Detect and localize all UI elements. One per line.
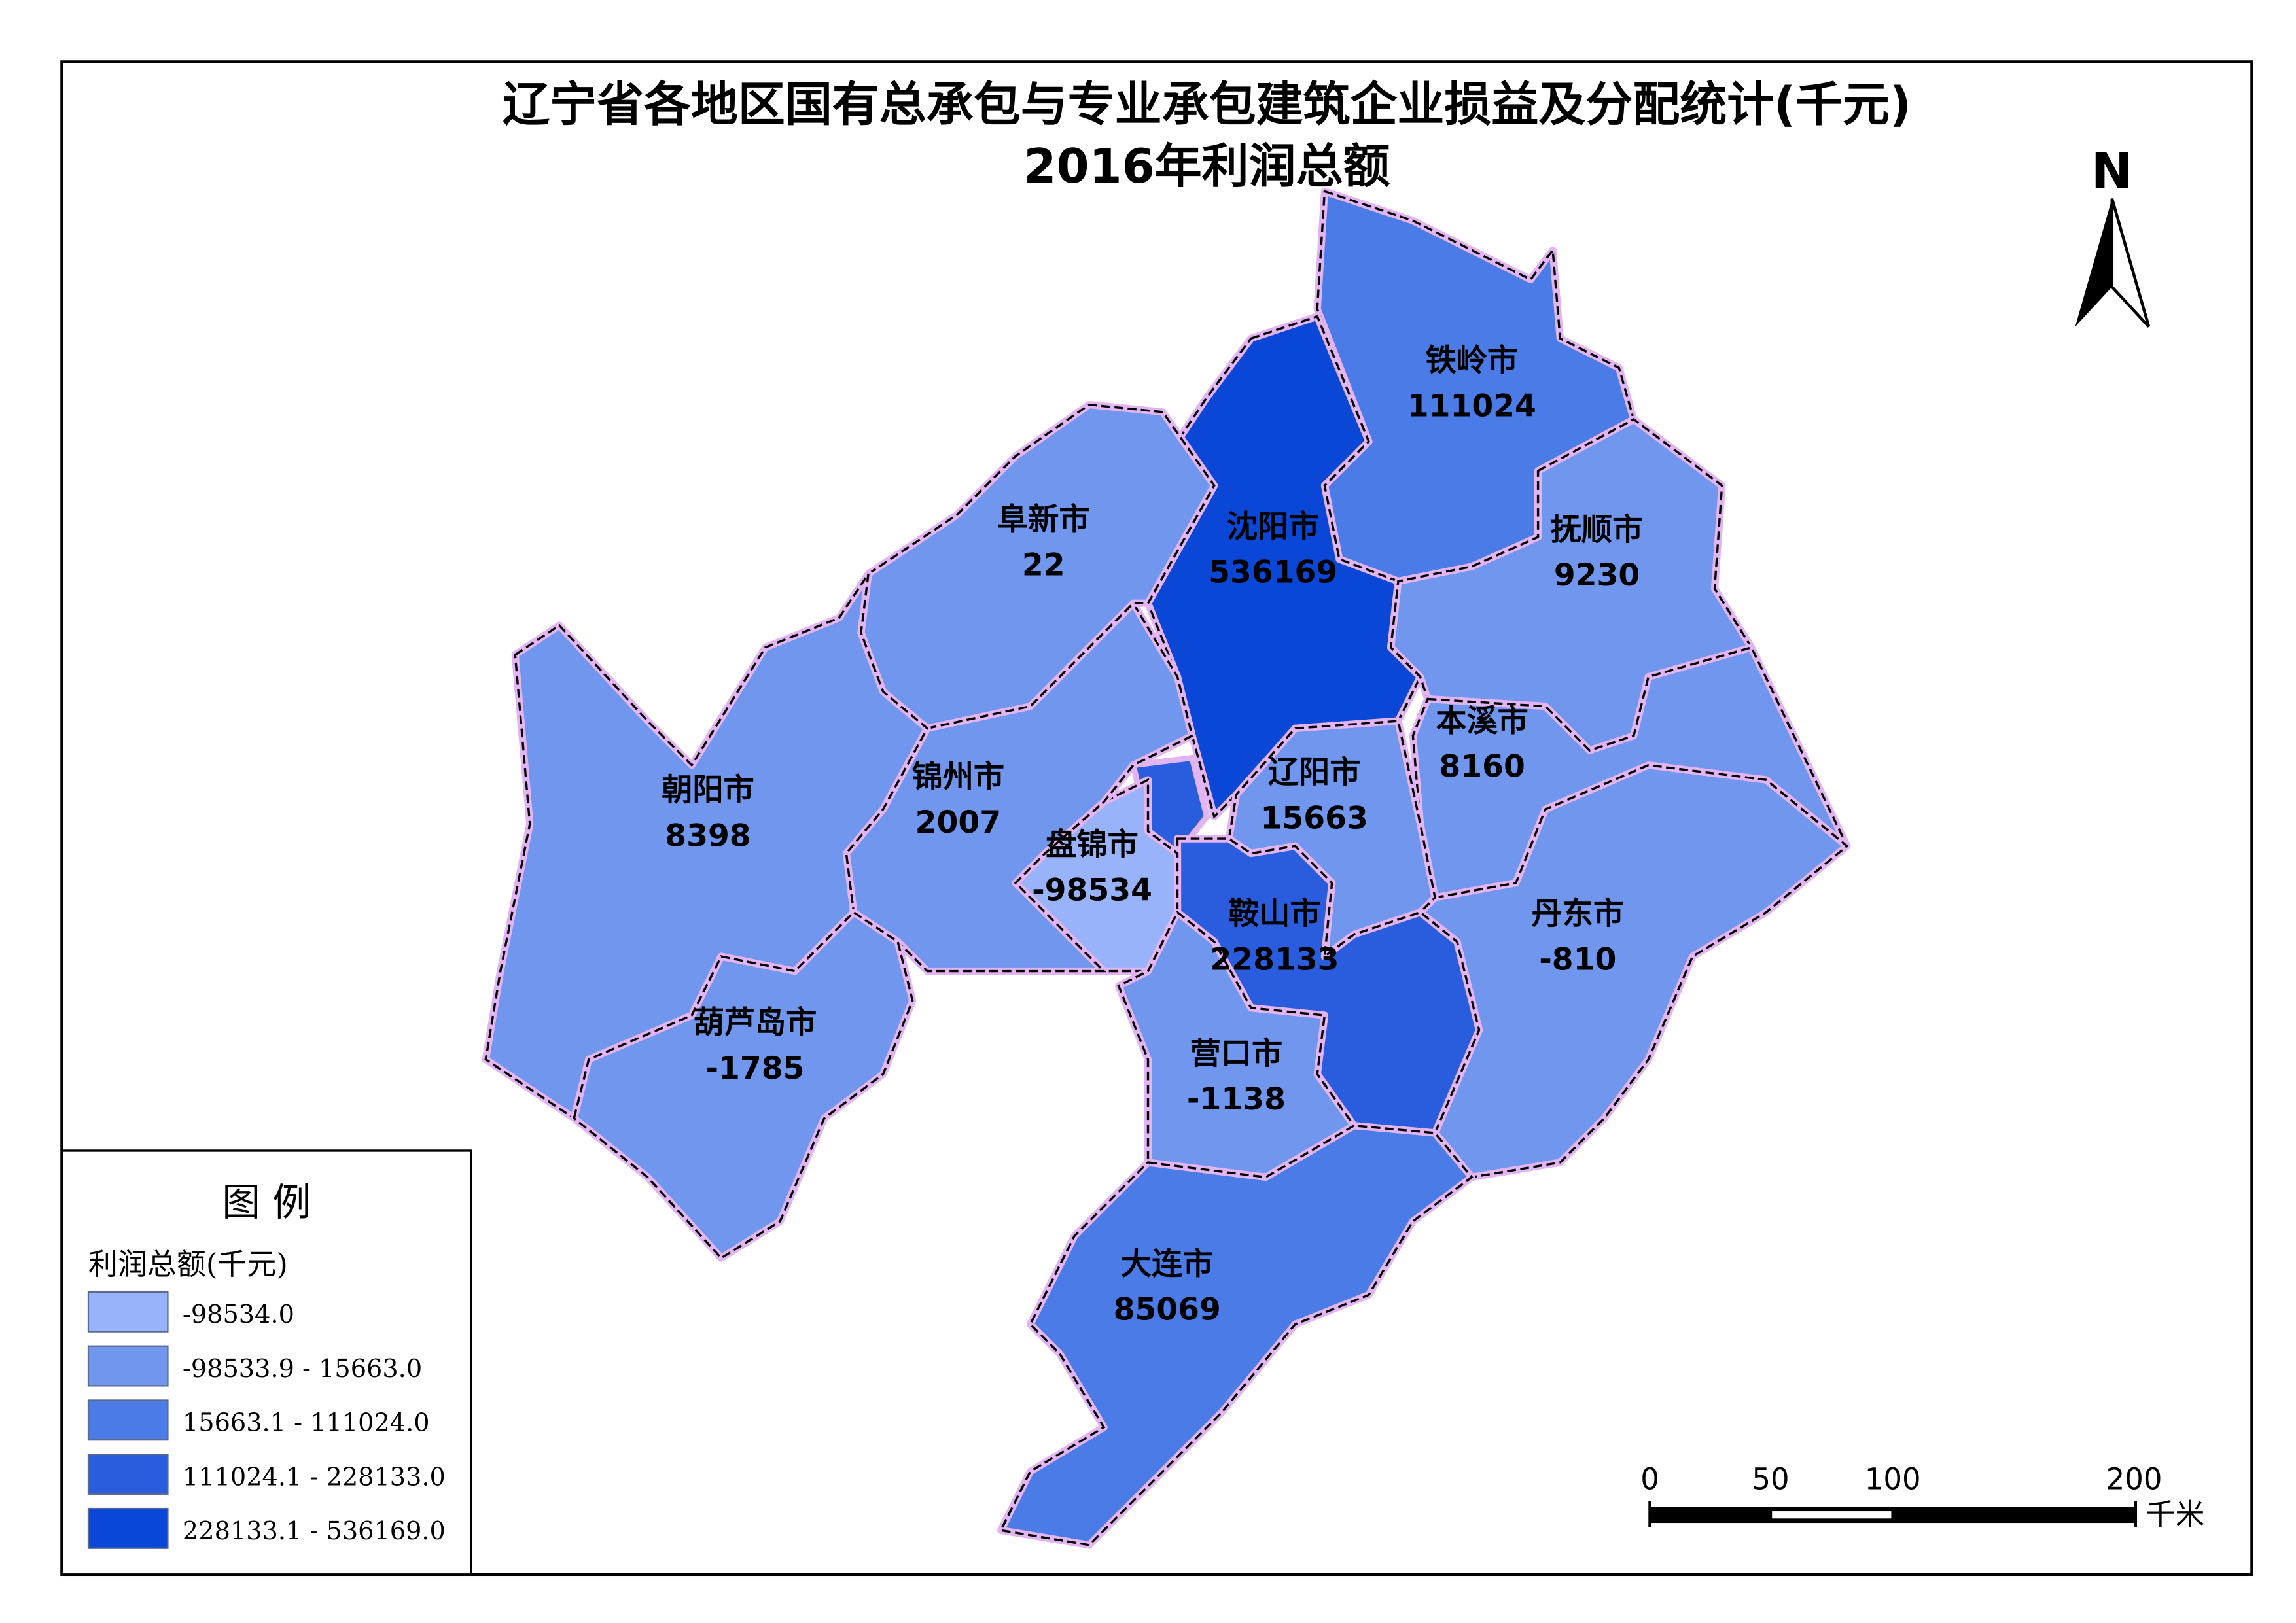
region-value-label: -98534 <box>1032 873 1152 909</box>
region-value-label: 15663 <box>1261 800 1368 836</box>
legend-label: -98534.0 <box>183 1300 294 1329</box>
legend-box <box>60 1149 472 1576</box>
legend-label: -98533.9 - 15663.0 <box>183 1355 422 1384</box>
region-name-label: 阜新市 <box>997 502 1090 538</box>
region-value-label: 536169 <box>1209 555 1337 591</box>
region-outline <box>999 1125 1474 1546</box>
region-value-label: 22 <box>1022 547 1065 583</box>
region-name-label: 辽阳市 <box>1268 755 1361 791</box>
region-value-label: 8160 <box>1439 749 1525 785</box>
scale-bar: 0 50 100 200 千米 <box>1640 1461 2204 1531</box>
legend-swatch <box>87 1345 169 1387</box>
scale-tick-100: 100 <box>1865 1461 1921 1496</box>
scale-tick-0: 0 <box>1640 1461 1659 1496</box>
legend-swatch <box>87 1291 169 1333</box>
north-label: N <box>2091 143 2133 201</box>
region-name-label: 朝阳市 <box>662 773 754 809</box>
region-name-label: 丹东市 <box>1531 896 1624 932</box>
legend-label: 15663.1 - 111024.0 <box>183 1409 430 1438</box>
north-arrow-icon-right <box>2110 198 2151 328</box>
region-value-label: 111024 <box>1407 389 1536 425</box>
legend-label: 111024.1 - 228133.0 <box>183 1463 446 1492</box>
legend-swatch <box>87 1507 169 1549</box>
regions-layer <box>482 187 1851 1549</box>
region-outline <box>1117 910 1356 1179</box>
region-outline <box>573 911 914 1260</box>
region-name-label: 铁岭市 <box>1426 343 1519 379</box>
scale-tick-50: 50 <box>1752 1461 1789 1496</box>
region-outline <box>484 573 929 1121</box>
north-arrow: N <box>2075 143 2151 328</box>
north-arrow-icon <box>2075 198 2112 327</box>
region-value-label: 2007 <box>915 805 1001 841</box>
legend: 图 例 利润总额(千元) -98534.0 -98533.9 - 15663.0 1… <box>60 1149 472 1576</box>
region-value-label: 8398 <box>665 818 751 854</box>
map-subtitle: 2016年利润总额 <box>1023 139 1390 194</box>
region-name-label: 锦州市 <box>912 759 1005 795</box>
scale-tick-200: 200 <box>2106 1461 2163 1496</box>
region-name-label: 大连市 <box>1121 1246 1214 1282</box>
region-name-label: 营口市 <box>1190 1036 1283 1072</box>
region-value-label: -810 <box>1539 941 1616 977</box>
region-name-label: 抚顺市 <box>1551 512 1644 548</box>
legend-label: 228133.1 - 536169.0 <box>183 1517 446 1546</box>
legend-field: 利润总额(千元) <box>88 1247 288 1282</box>
region-value-label: 9230 <box>1554 557 1640 593</box>
region-name-label: 盘锦市 <box>1046 827 1139 863</box>
region-name-label: 葫芦岛市 <box>693 1005 817 1041</box>
region-name-label: 本溪市 <box>1436 703 1528 739</box>
region-name-label: 沈阳市 <box>1227 509 1320 545</box>
region-value-label: 85069 <box>1114 1292 1221 1328</box>
region-value-label: 228133 <box>1210 941 1339 977</box>
legend-swatch <box>87 1454 169 1495</box>
region-value-label: -1785 <box>705 1051 804 1087</box>
labels-layer: 铁岭市 111024 沈阳市 536169 抚顺市 9230 本溪市 8160 丹东市 -810 辽… <box>662 343 1643 1328</box>
map-title: 辽宁省各地区国有总承包与专业承包建筑企业损益及分配统计(千元) <box>503 77 1911 131</box>
region-value-label: -1138 <box>1187 1081 1286 1117</box>
region-name-label: 鞍山市 <box>1228 896 1321 932</box>
legend-swatch <box>87 1399 169 1441</box>
legend-heading: 图 例 <box>222 1180 311 1225</box>
scale-unit: 千米 <box>2146 1497 2205 1531</box>
